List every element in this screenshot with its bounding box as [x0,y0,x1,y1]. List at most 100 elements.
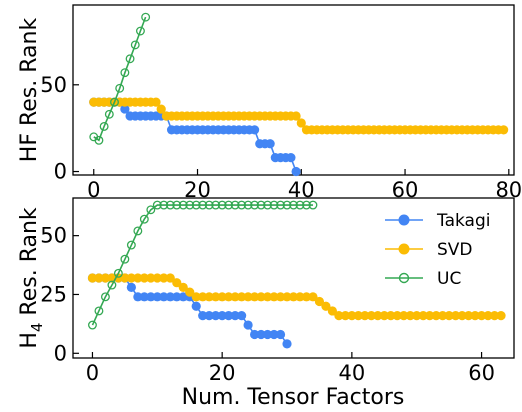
hf-plot-frame [72,4,515,176]
h4-uc-point [159,200,169,210]
h4-svd-point [282,292,292,302]
hf-uc-point [120,68,130,78]
h4-svd-point [360,311,370,321]
hf-uc-line [93,16,147,142]
h4-uc-point [126,240,136,250]
h4-svd-point [165,273,175,283]
h4-ticks: 0 20 40 60 0 25 50 [40,224,495,385]
h4-svd-point [451,311,461,321]
h4-takagi-point [275,329,286,340]
h4-xtick-label: 0 [86,361,99,385]
legend: Takagi SVD UC [385,211,490,289]
h4-svd-point [275,292,286,302]
h4-takagi-point [204,311,214,321]
h4-uc-point [263,200,273,210]
h4-uc-point [302,200,311,210]
h4-uc-point [256,200,266,210]
h4-svd-point [334,311,344,321]
hf-svd-point [151,97,161,107]
h4-svd-point [211,292,221,302]
hf-uc-point [130,40,140,50]
h4-svd-point [438,311,448,321]
h4-uc-point [94,306,104,316]
h4-xtick-label: 20 [209,361,236,385]
h4-svd-point [198,292,208,302]
h4-svd-point [295,292,305,302]
h4-svd-point [230,292,240,302]
h4-svd-point [366,311,376,321]
h4-xtick-label: 40 [339,361,366,385]
h4-uc-point [152,200,162,210]
h4-svd-point [94,273,104,283]
h4-takagi-point [152,292,162,302]
hf-uc-point [99,121,109,131]
h4-svd-point [379,311,389,321]
h4-uc-point [172,200,182,210]
h4-takagi-point [249,329,260,340]
h4-uc-point [113,268,123,278]
h4-takagi-point [224,311,234,321]
h4-uc-point [230,200,240,210]
h4-takagi-point [262,329,273,340]
h4-svd-point [178,282,188,293]
h4-uc-point [198,200,208,210]
h4-takagi-point [191,301,201,311]
h4-uc-point [107,280,117,290]
h4-svd-point [308,292,318,302]
h4-svd-point [133,273,143,283]
h4-svd-point [288,292,299,302]
h4-panel: H4 Res. Rank Num. Tensor Factors 0 20 40 60… [17,197,515,410]
h4-uc-point [237,200,247,210]
h4-svd-point [425,311,435,321]
h4-svd-point [399,311,409,321]
h4-svd-point [457,311,467,321]
h4-svd-point [256,292,266,302]
h4-uc-point [217,200,227,210]
hf-xtick-label: 0 [87,178,100,202]
h4-svd-point [483,311,493,321]
h4-svd-point [392,311,402,321]
h4-ylabel: H4 Res. Rank [17,207,46,349]
h4-svd-point [412,311,422,321]
hf-svd-point [291,111,301,121]
hf-takagi-point [249,125,260,135]
h4-xlabel: Num. Tensor Factors [182,385,405,410]
h4-uc-point [133,226,143,236]
hf-uc-point [125,54,135,64]
h4-svd-point [431,311,441,321]
h4-takagi-point [282,339,292,349]
h4-svd-point [191,292,201,302]
h4-svd-point [353,311,363,321]
h4-uc-point [120,254,130,264]
h4-ylabel-subscript: 4 [28,323,46,333]
h4-svd-point [327,306,338,316]
hf-svd-point [156,104,166,114]
h4-svd-point [405,311,415,321]
h4-svd-point [237,292,247,302]
h4-svd-point [347,311,357,321]
hf-takagi-point [265,139,275,149]
hf-uc-point [104,109,114,119]
h4-svd-point [172,278,182,288]
h4-uc-point [211,200,221,210]
h4-svd-point [269,292,279,302]
h4-svd-point [224,292,234,302]
hf-uc-point [94,135,104,145]
h4-uc-point [178,200,188,210]
h4-svd-point [120,273,130,283]
h4-svd-point [139,273,149,283]
h4-uc-point [204,200,214,210]
hf-series [89,12,509,177]
hf-uc-point [115,83,125,93]
hf-uc-point [141,12,151,22]
h4-svd-point [418,311,428,321]
h4-svd-point [243,292,253,302]
h4-takagi-point [243,320,253,330]
h4-uc-point [276,200,285,210]
h4-uc-point [146,205,156,215]
h4-ytick-label: 25 [40,282,67,306]
h4-takagi-point [165,292,175,302]
